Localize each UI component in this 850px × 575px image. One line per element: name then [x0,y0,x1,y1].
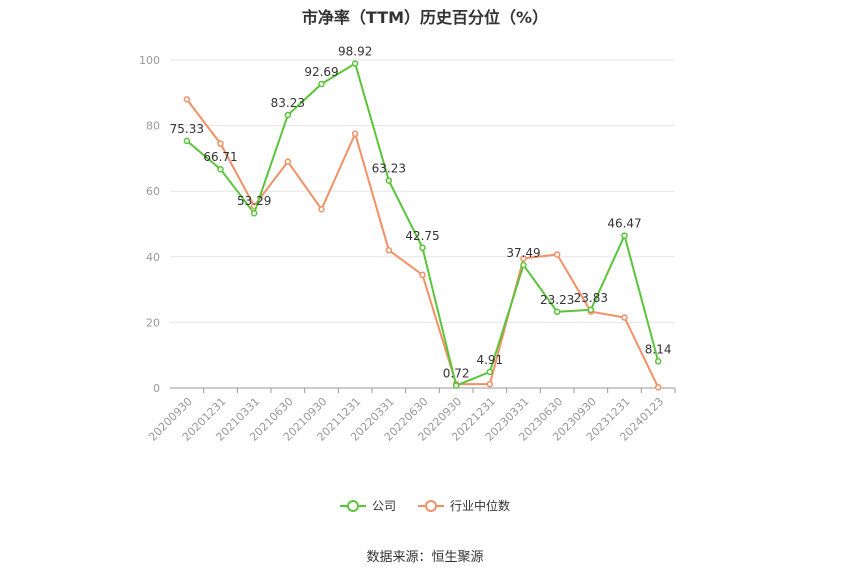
data-label-company: 42.75 [405,229,439,243]
data-point-industry-median [486,380,494,388]
data-point-company [419,244,426,252]
y-tick-label: 60 [146,185,160,198]
data-label-company: 23.83 [574,291,608,305]
data-point-company [486,368,494,376]
data-point-industry-median [419,271,426,279]
data-point-industry-median [654,384,662,391]
data-point-industry-median [621,314,628,321]
legend-swatch-industry-median [418,499,444,513]
data-label-company: 66.71 [203,150,237,164]
data-point-industry-median [217,140,224,147]
data-point-company [452,382,460,389]
data-point-company [520,261,527,269]
legend-item-company[interactable]: 公司 [339,497,396,514]
data-point-industry-median [520,255,527,262]
data-label-company: 92.69 [304,65,338,79]
legend-label-industry-median: 行业中位数 [450,499,511,513]
data-point-industry-median [553,251,561,258]
series-line-industry-median [186,98,660,388]
chart-title: 市净率（TTM）历史百分位（%） [301,8,549,27]
data-point-industry-median [351,130,359,138]
legend-item-industry-median[interactable]: 行业中位数 [418,497,510,514]
y-tick-label: 0 [153,382,160,395]
data-label-company: 98.92 [338,45,372,59]
data-label-company: 53.29 [237,194,271,208]
data-label-company: 46.47 [607,217,641,231]
data-point-company [318,80,325,88]
data-point-company [587,306,595,314]
data-label-company: 8.14 [645,342,672,356]
data-point-company [654,358,662,365]
data-point-company [385,177,393,184]
data-point-industry-median [284,158,292,165]
data-point-industry-median [385,246,393,254]
data-point-company [553,308,561,316]
data-label-company: 0.72 [443,367,470,381]
data-point-company [250,209,258,217]
y-tick-label: 40 [146,251,160,264]
series-line-company [186,62,660,388]
data-point-industry-median [318,205,325,213]
data-point-company [351,60,359,67]
y-tick-label: 100 [139,54,160,67]
data-point-company [621,232,628,239]
data-label-company: 23.23 [540,293,574,307]
legend-swatch-company [339,499,366,513]
y-tick-label: 80 [146,120,160,133]
data-point-company [183,137,191,145]
data-point-industry-median [183,96,191,103]
legend-label-company: 公司 [371,499,396,513]
data-label-company: 37.49 [506,246,540,260]
data-label-company: 4.91 [476,353,503,367]
source-note: 数据来源：恒生聚源 [366,550,484,565]
data-point-company [217,165,224,173]
data-label-company: 75.33 [170,122,204,136]
data-label-company: 83.23 [271,96,305,110]
legend: 公司 行业中位数 [0,497,850,514]
data-point-company [284,111,292,119]
y-tick-label: 20 [146,316,160,329]
data-label-company: 63.23 [372,162,406,176]
